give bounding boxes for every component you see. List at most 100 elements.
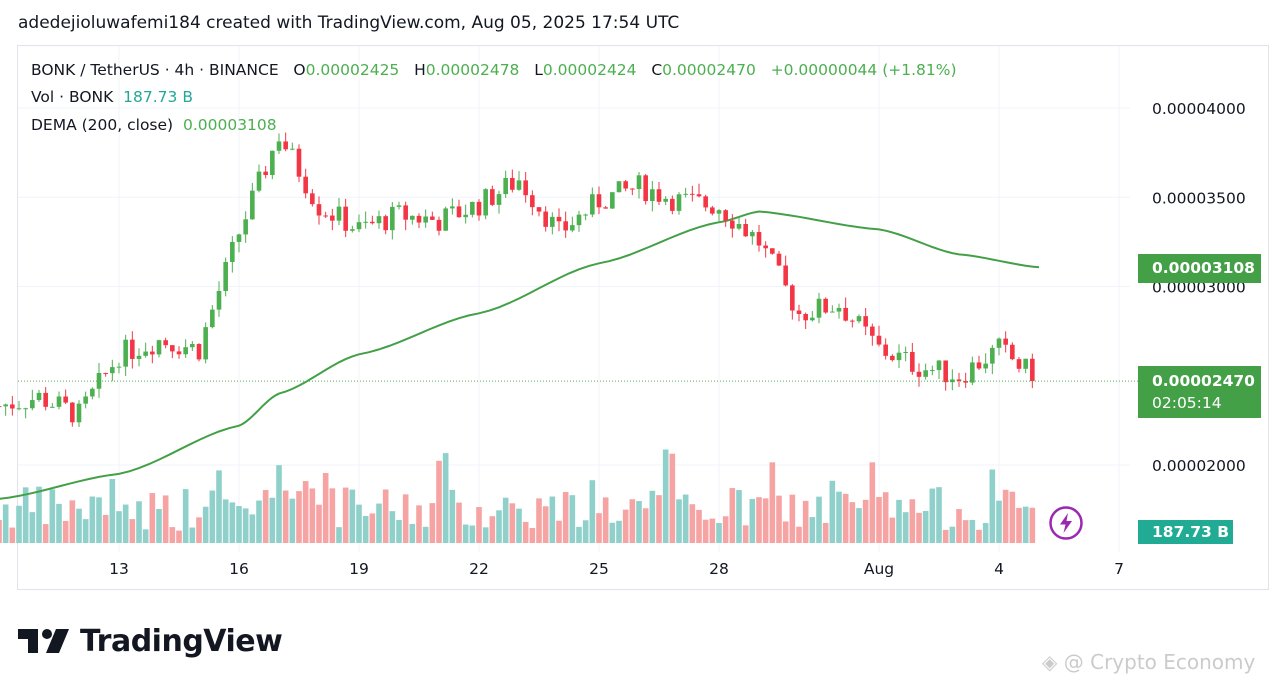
volume-bar: [342, 487, 349, 543]
watermark-icon: ◈: [1042, 650, 1064, 674]
candle-body: [363, 221, 368, 223]
candle-body: [983, 363, 988, 369]
volume-bar: [289, 498, 296, 543]
candle-body: [476, 201, 482, 216]
volume-bar: [542, 506, 549, 543]
volume-bar: [662, 449, 669, 543]
candle-body: [963, 381, 968, 383]
legend-symbol[interactable]: BONK / TetherUS · 4h · BINANCE: [31, 61, 279, 79]
y-tick-label: 0.00003500: [1152, 189, 1246, 207]
volume-bar: [942, 529, 949, 543]
candle-body: [10, 404, 15, 409]
candle-body: [890, 355, 895, 361]
candle-body: [143, 351, 148, 356]
candle-body: [230, 241, 235, 262]
volume-bar: [116, 511, 122, 543]
volume-bar: [122, 504, 129, 543]
candle-body: [1010, 344, 1015, 360]
candle-body: [423, 216, 428, 223]
candle-body: [923, 370, 928, 377]
candle-body: [1023, 358, 1028, 369]
candle-body: [756, 232, 762, 246]
y-tick-label: 0.00003000: [1152, 279, 1246, 297]
volume-bar: [396, 520, 402, 543]
candle-body: [383, 216, 388, 231]
x-tick-label: 13: [109, 560, 129, 578]
candle-body: [1003, 338, 1008, 345]
last-price-tag: 0.00002470 02:05:14: [1138, 366, 1261, 418]
legend-ohlc-row: BONK / TetherUS · 4h · BINANCE O0.000024…: [31, 61, 957, 79]
candle-body: [676, 194, 682, 211]
candle-body: [43, 392, 48, 407]
candle-body: [216, 290, 222, 310]
legend-volume-label: Vol · BONK: [31, 88, 114, 106]
candle-body: [536, 207, 542, 212]
volume-bar: [856, 508, 862, 543]
volume-bar: [402, 494, 409, 543]
volume-bar: [296, 491, 302, 543]
candle-body: [603, 207, 608, 209]
volume-bar: [996, 500, 1002, 543]
volume-bar: [609, 522, 616, 543]
candle-body: [730, 220, 735, 229]
volume-bar: [869, 462, 876, 543]
candle-body: [616, 181, 622, 193]
volume-bar: [582, 520, 589, 543]
candle-body: [496, 194, 502, 205]
volume-bar: [2, 504, 9, 543]
legend-dema-row[interactable]: DEMA (200, close) 0.00003108: [31, 116, 277, 134]
volume-bar: [522, 521, 529, 543]
volume-bar: [849, 502, 856, 543]
candle-body: [1016, 359, 1022, 369]
legend-volume-row[interactable]: Vol · BONK 187.73 B: [31, 88, 193, 106]
chart-frame[interactable]: [17, 45, 1269, 590]
candle-body: [663, 198, 668, 202]
volume-bar: [196, 517, 202, 543]
candle-body: [596, 194, 602, 208]
dema-line: [0, 210, 1040, 500]
candle-body: [530, 195, 535, 208]
candle-body: [690, 193, 695, 195]
volume-bar: [49, 489, 56, 543]
volume-bar: [576, 526, 582, 543]
candle-body: [236, 234, 242, 242]
volume-bar: [949, 526, 956, 543]
tradingview-logo[interactable]: TradingView: [18, 621, 283, 661]
x-tick-label: 7: [1114, 560, 1124, 578]
candle-body: [836, 307, 842, 312]
volume-bar: [322, 473, 329, 543]
candle-body: [416, 215, 422, 223]
candle-body: [830, 311, 835, 313]
volume-bar: [16, 505, 22, 543]
candle-body: [210, 309, 215, 328]
volume-bar: [736, 490, 742, 543]
volume-bar: [589, 480, 596, 543]
candle-body: [550, 216, 555, 227]
candle-body: [736, 223, 742, 229]
candle-body: [543, 211, 548, 227]
volume-bar: [442, 453, 449, 543]
volume-bar: [469, 525, 476, 543]
volume-bar: [816, 496, 822, 543]
volume-bar: [156, 509, 162, 543]
candle-body: [296, 148, 302, 177]
y-tick-label: 0.00004000: [1152, 100, 1246, 118]
chart-credit-header: adedejioluwafemi184 created with Trading…: [18, 13, 680, 33]
lightning-bolt-icon[interactable]: [1048, 505, 1084, 541]
volume-bar: [762, 498, 769, 543]
candle-body: [796, 310, 802, 314]
candle-body: [456, 206, 462, 218]
y-tick-label: 0.00002000: [1152, 457, 1246, 475]
volume-bar: [536, 498, 542, 543]
legend-high-value: 0.00002478: [425, 61, 520, 79]
candle-body: [110, 367, 115, 374]
candle-body: [36, 392, 42, 401]
volume-bars: [0, 449, 1036, 543]
candle-body: [810, 317, 815, 321]
volume-bar: [142, 529, 149, 543]
volume-bar: [429, 503, 436, 543]
candle-body: [283, 141, 288, 150]
volume-bar: [369, 513, 376, 543]
candle-body: [656, 189, 662, 202]
